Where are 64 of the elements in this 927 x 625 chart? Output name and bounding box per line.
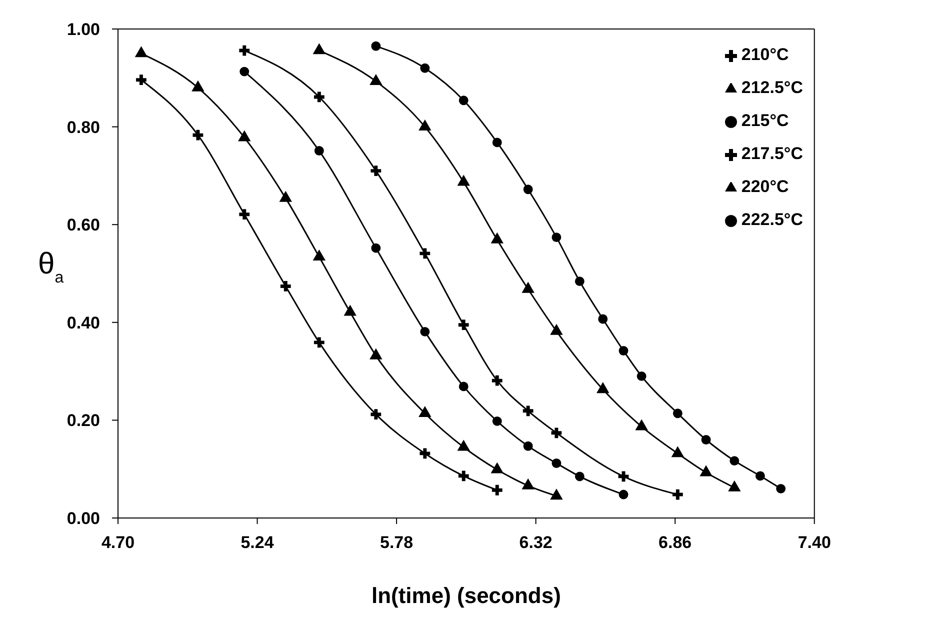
y-tick-label: 0.40 [66,313,100,332]
y-tick-label: 0.00 [66,509,100,528]
legend-label: 217.5°C [741,144,803,163]
x-tick-label: 4.70 [101,533,135,552]
point [136,74,146,86]
point [239,45,250,56]
point [492,375,502,386]
x-tick-label: 6.86 [658,533,692,552]
point [458,382,468,392]
point [314,146,324,156]
y-tick-label: 0.20 [66,411,100,430]
point [492,416,502,426]
point [701,435,711,444]
point [552,458,562,468]
point [618,471,629,482]
legend-label: 220°C [741,177,789,196]
point [574,276,584,286]
legend-label: 215°C [741,111,789,130]
point [672,408,682,418]
y-tick-label: 0.80 [66,118,100,137]
point [371,243,381,253]
point [755,471,765,481]
y-tick-label: 0.60 [66,216,100,235]
point [420,248,430,259]
point [672,489,683,500]
point [314,92,324,102]
point [492,138,502,148]
point [192,130,204,140]
point [420,326,430,336]
legend-label: 222.5°C [741,210,803,229]
point [420,63,430,73]
y-tick-label: 1.00 [66,20,100,40]
point [523,441,533,451]
legend-label: 210°C [741,45,789,64]
x-tick-label: 6.32 [519,533,552,552]
point [598,314,608,324]
point [280,281,291,292]
point [239,209,250,220]
point [492,484,502,496]
x-axis-title: ln(time) (seconds) [371,583,561,608]
x-tick-label: 5.78 [380,533,414,552]
point [371,41,381,51]
point [618,490,628,500]
point [730,456,740,466]
point [574,472,584,482]
y-axis-title: θ$_{a}$ [38,248,64,286]
point [523,184,533,194]
point [420,448,430,459]
point [370,166,382,176]
point [636,371,646,381]
point [458,320,469,330]
x-tick-label: 5.24 [240,533,274,552]
point [370,409,382,420]
point [458,96,468,106]
point [458,470,469,482]
point [314,337,324,348]
legend-label: 212.5°C [741,78,803,97]
point [776,484,786,494]
point [552,232,562,242]
point [522,406,534,416]
point [240,66,250,76]
x-tick-label: 7.40 [798,533,831,552]
point [551,428,562,438]
point [618,346,628,356]
